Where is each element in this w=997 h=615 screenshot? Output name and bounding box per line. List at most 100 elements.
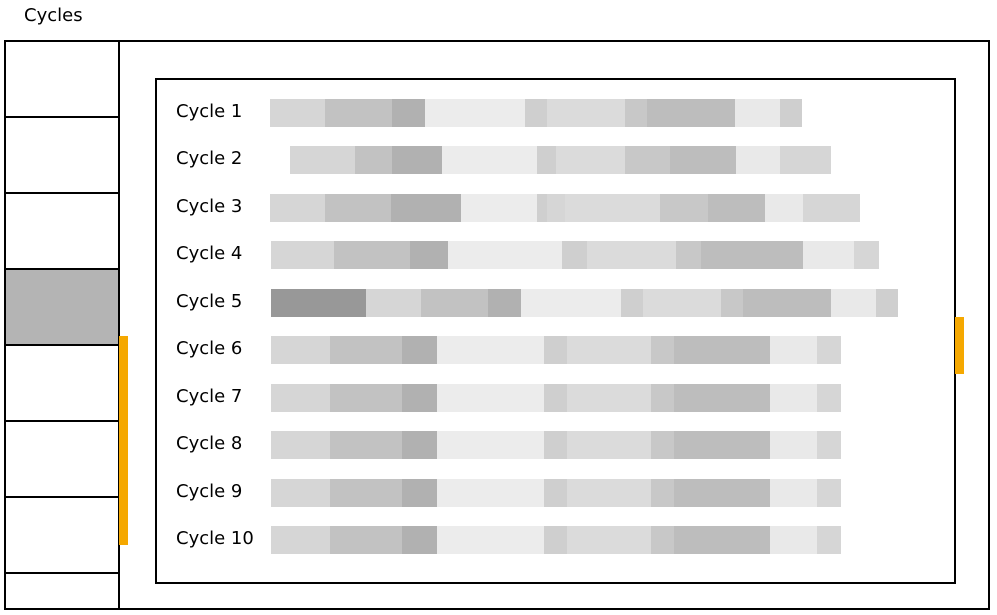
cycle-segment[interactable] — [817, 431, 841, 459]
cycle-segment[interactable] — [425, 99, 525, 127]
cycle-segment[interactable] — [651, 479, 674, 507]
cycle-segment[interactable] — [270, 99, 325, 127]
cycle-segment[interactable] — [651, 336, 674, 364]
cycle-segment[interactable] — [442, 146, 537, 174]
cycle-segment[interactable] — [421, 289, 488, 317]
cycle-segment[interactable] — [330, 384, 402, 412]
cycle-segment[interactable] — [271, 479, 330, 507]
cycle-segment[interactable] — [271, 384, 330, 412]
cycle-segment[interactable] — [392, 99, 425, 127]
sidebar-item-8[interactable] — [6, 574, 118, 608]
cycle-segment[interactable] — [562, 241, 587, 269]
cycle-segment[interactable] — [437, 431, 544, 459]
cycle-segment[interactable] — [410, 241, 448, 269]
cycle-segment[interactable] — [660, 194, 708, 222]
cycle-segment[interactable] — [651, 384, 674, 412]
cycle-segment[interactable] — [402, 384, 437, 412]
cycle-segment[interactable] — [674, 336, 770, 364]
cycle-segment[interactable] — [565, 194, 660, 222]
cycle-segment[interactable] — [437, 479, 544, 507]
sidebar-item-4[interactable] — [6, 270, 118, 346]
cycle-segment[interactable] — [817, 336, 841, 364]
cycle-segment[interactable] — [537, 146, 556, 174]
cycle-segment[interactable] — [670, 146, 736, 174]
sidebar-item-6[interactable] — [6, 422, 118, 498]
cycle-segment[interactable] — [625, 146, 670, 174]
cycle-segment[interactable] — [544, 526, 567, 554]
cycle-segment[interactable] — [770, 384, 817, 412]
cycle-segment[interactable] — [270, 194, 325, 222]
sidebar-item-1[interactable] — [6, 42, 118, 118]
sidebar-item-7[interactable] — [6, 498, 118, 574]
cycle-segment[interactable] — [780, 99, 802, 127]
cycle-segment[interactable] — [817, 479, 841, 507]
cycle-segment[interactable] — [556, 146, 625, 174]
cycle-segment[interactable] — [366, 289, 421, 317]
cycle-segment[interactable] — [330, 336, 402, 364]
panel-scroll-indicator[interactable] — [955, 317, 964, 374]
cycle-segment[interactable] — [567, 384, 651, 412]
cycle-segment[interactable] — [876, 289, 898, 317]
sidebar-item-5[interactable] — [6, 346, 118, 422]
cycle-segment[interactable] — [647, 99, 735, 127]
cycle-segment[interactable] — [736, 146, 780, 174]
cycle-segment[interactable] — [330, 431, 402, 459]
cycle-segment[interactable] — [448, 241, 562, 269]
cycle-segment[interactable] — [567, 336, 651, 364]
cycle-segment[interactable] — [547, 194, 565, 222]
cycle-segment[interactable] — [544, 431, 567, 459]
cycle-segment[interactable] — [544, 336, 567, 364]
cycle-segment[interactable] — [325, 194, 391, 222]
cycle-segment[interactable] — [587, 241, 676, 269]
cycle-segment[interactable] — [567, 431, 651, 459]
cycle-segment[interactable] — [437, 526, 544, 554]
sidebar-item-3[interactable] — [6, 194, 118, 270]
cycle-segment[interactable] — [330, 526, 402, 554]
cycle-segment[interactable] — [521, 289, 621, 317]
cycle-segment[interactable] — [674, 479, 770, 507]
cycle-segment[interactable] — [674, 431, 770, 459]
cycle-segment[interactable] — [355, 146, 392, 174]
cycle-segment[interactable] — [817, 384, 841, 412]
cycle-segment[interactable] — [676, 241, 701, 269]
cycle-segment[interactable] — [651, 526, 674, 554]
cycle-segment[interactable] — [770, 431, 817, 459]
cycle-segment[interactable] — [544, 479, 567, 507]
cycle-segment[interactable] — [643, 289, 721, 317]
cycle-segment[interactable] — [402, 336, 437, 364]
cycle-segment[interactable] — [831, 289, 876, 317]
cycle-segment[interactable] — [437, 336, 544, 364]
cycle-segment[interactable] — [544, 384, 567, 412]
cycle-segment[interactable] — [674, 526, 770, 554]
cycle-segment[interactable] — [803, 241, 854, 269]
cycle-segment[interactable] — [391, 194, 461, 222]
cycle-segment[interactable] — [803, 194, 860, 222]
cycle-segment[interactable] — [625, 99, 647, 127]
cycle-segment[interactable] — [271, 336, 330, 364]
cycle-segment[interactable] — [488, 289, 521, 317]
sidebar-scroll-indicator[interactable] — [119, 336, 128, 545]
cycle-segment[interactable] — [271, 526, 330, 554]
cycle-segment[interactable] — [674, 384, 770, 412]
cycle-segment[interactable] — [461, 194, 537, 222]
cycle-segment[interactable] — [743, 289, 831, 317]
cycle-segment[interactable] — [547, 99, 625, 127]
cycle-segment[interactable] — [701, 241, 803, 269]
cycle-segment[interactable] — [567, 479, 651, 507]
cycle-segment[interactable] — [708, 194, 765, 222]
cycle-segment[interactable] — [621, 289, 643, 317]
cycle-segment[interactable] — [402, 526, 437, 554]
cycle-segment[interactable] — [765, 194, 803, 222]
cycle-segment[interactable] — [290, 146, 355, 174]
cycle-segment[interactable] — [721, 289, 743, 317]
cycle-segment[interactable] — [770, 479, 817, 507]
cycle-segment[interactable] — [392, 146, 442, 174]
cycle-segment[interactable] — [330, 479, 402, 507]
cycle-segment[interactable] — [780, 146, 831, 174]
cycle-segment[interactable] — [271, 431, 330, 459]
cycle-segment[interactable] — [271, 241, 334, 269]
cycle-segment[interactable] — [817, 526, 841, 554]
cycle-segment[interactable] — [525, 99, 547, 127]
cycle-segment[interactable] — [437, 384, 544, 412]
cycle-segment[interactable] — [402, 431, 437, 459]
